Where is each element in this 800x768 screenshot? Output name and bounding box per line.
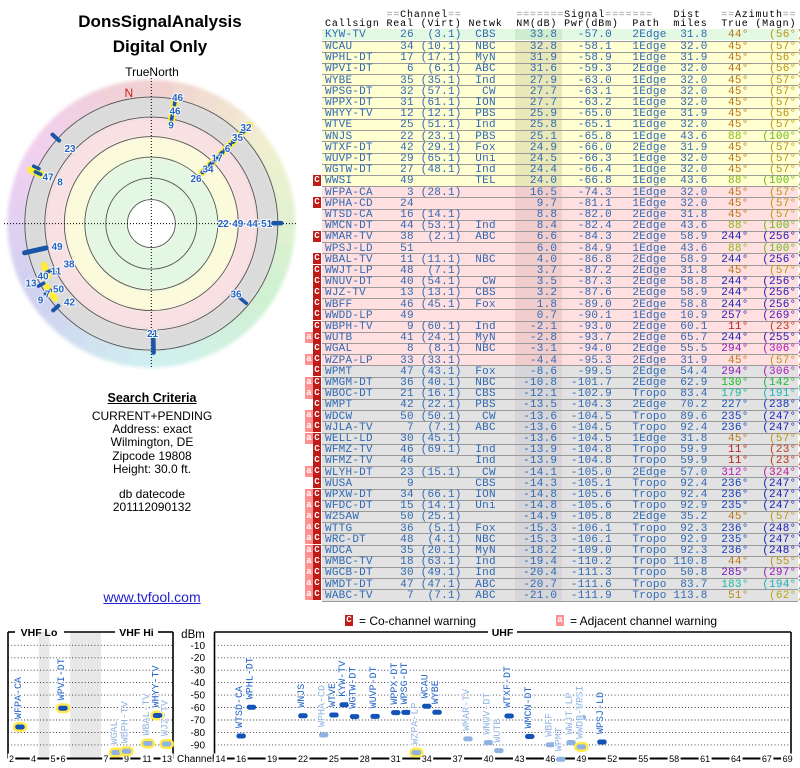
svg-text:7: 7 <box>103 754 108 764</box>
svg-text:69: 69 <box>783 754 793 764</box>
svg-text:WFPA-CA: WFPA-CA <box>14 677 25 719</box>
svg-text:WPPX-DT: WPPX-DT <box>390 663 401 705</box>
svg-text:WPHL-DT: WPHL-DT <box>245 657 256 699</box>
svg-text:49: 49 <box>51 242 63 253</box>
svg-text:WBPH-TV: WBPH-TV <box>121 701 132 743</box>
svg-text:-60: -60 <box>191 703 206 714</box>
svg-text:WTVE: WTVE <box>328 683 339 707</box>
svg-text:16: 16 <box>236 754 246 764</box>
svg-text:WGAL: WGAL <box>110 720 121 744</box>
svg-text:WBFF: WBFF <box>544 713 555 737</box>
svg-text:61: 61 <box>700 754 710 764</box>
svg-text:36: 36 <box>230 290 242 301</box>
svg-text:-70: -70 <box>191 716 206 727</box>
svg-text:WMAR-TV: WMAR-TV <box>462 689 473 731</box>
svg-text:WNUV-DT: WNUV-DT <box>483 693 494 735</box>
svg-text:KYW-TV: KYW-TV <box>338 661 349 697</box>
svg-text:43: 43 <box>514 754 524 764</box>
svg-text:WTXF-DT: WTXF-DT <box>503 666 514 708</box>
svg-text:34: 34 <box>422 754 432 764</box>
svg-text:VHF Hi: VHF Hi <box>119 627 154 639</box>
svg-text:-30: -30 <box>191 666 206 677</box>
svg-text:-10: -10 <box>191 641 206 652</box>
svg-text:46: 46 <box>169 107 181 118</box>
svg-text:13: 13 <box>162 754 172 764</box>
svg-text:-90: -90 <box>191 740 206 751</box>
svg-text:WTSD-CA: WTSD-CA <box>235 686 246 728</box>
svg-text:WWDD-LP: WWDD-LP <box>575 697 586 739</box>
svg-text:VHF Lo: VHF Lo <box>21 627 58 639</box>
svg-text:50: 50 <box>53 285 65 296</box>
svg-text:6: 6 <box>60 754 65 764</box>
svg-text:25: 25 <box>329 754 339 764</box>
svg-text:-20: -20 <box>191 653 206 664</box>
svg-text:WUTB: WUTB <box>493 719 504 743</box>
svg-text:WHYY-TV: WHYY-TV <box>152 665 163 707</box>
svg-text:WWJT-LP: WWJT-LP <box>565 692 576 734</box>
svg-text:WPMT: WPMT <box>555 727 566 751</box>
svg-text:7: 7 <box>45 290 51 301</box>
svg-text:5: 5 <box>50 754 55 764</box>
svg-text:31: 31 <box>391 754 401 764</box>
svg-text:WBAL-TV: WBAL-TV <box>142 693 153 735</box>
svg-text:35: 35 <box>232 133 244 144</box>
svg-text:-50: -50 <box>191 691 206 702</box>
svg-text:WJZ-TV: WJZ-TV <box>161 700 172 736</box>
svg-text:64: 64 <box>731 754 741 764</box>
svg-text:38: 38 <box>63 260 75 271</box>
svg-text:9: 9 <box>124 754 129 764</box>
svg-text:11: 11 <box>142 754 151 764</box>
svg-text:-80: -80 <box>191 728 206 739</box>
svg-text:19: 19 <box>267 754 277 764</box>
svg-text:21: 21 <box>147 329 159 340</box>
svg-text:40: 40 <box>37 272 49 283</box>
svg-text:22·49·44·51: 22·49·44·51 <box>218 219 273 230</box>
svg-text:14: 14 <box>215 754 225 764</box>
svg-text:Channel: Channel <box>177 754 214 765</box>
svg-text:49: 49 <box>576 754 586 764</box>
svg-text:47: 47 <box>42 173 54 184</box>
svg-text:6: 6 <box>225 144 231 155</box>
svg-text:37: 37 <box>453 754 463 764</box>
svg-text:dBm: dBm <box>181 629 205 641</box>
svg-text:42: 42 <box>64 298 76 309</box>
svg-text:22: 22 <box>298 754 308 764</box>
svg-text:46: 46 <box>172 93 184 104</box>
svg-text:52: 52 <box>607 754 617 764</box>
svg-text:23: 23 <box>64 144 76 155</box>
svg-text:17: 17 <box>211 154 223 165</box>
svg-text:UHF: UHF <box>492 627 514 639</box>
svg-text:28: 28 <box>360 754 370 764</box>
svg-text:WGTW-DT: WGTW-DT <box>349 667 360 709</box>
svg-text:11: 11 <box>51 267 62 278</box>
svg-text:40: 40 <box>484 754 494 764</box>
svg-text:WMCN-DT: WMCN-DT <box>524 686 535 728</box>
svg-text:58: 58 <box>669 754 679 764</box>
svg-text:WWSI: WWSI <box>575 685 586 709</box>
svg-text:32: 32 <box>240 123 252 134</box>
svg-text:WUVP-DT: WUVP-DT <box>369 666 380 708</box>
svg-text:8: 8 <box>57 178 63 189</box>
svg-text:46: 46 <box>545 754 555 764</box>
svg-text:WPHA-CD: WPHA-CD <box>318 685 329 727</box>
svg-text:34: 34 <box>202 165 214 176</box>
svg-text:WPSJ-LD: WPSJ-LD <box>596 692 607 734</box>
svg-text:67: 67 <box>762 754 772 764</box>
svg-text:9: 9 <box>38 296 44 307</box>
svg-text:4: 4 <box>31 754 36 764</box>
svg-text:13: 13 <box>25 279 37 290</box>
svg-text:WYBE: WYBE <box>431 680 442 704</box>
svg-text:N: N <box>125 86 134 100</box>
svg-text:-40: -40 <box>191 678 206 689</box>
svg-text:WZPA-LP: WZPA-LP <box>410 703 421 745</box>
svg-text:WNJS: WNJS <box>297 684 308 708</box>
svg-text:9: 9 <box>168 121 174 132</box>
svg-text:WCAU: WCAU <box>421 674 432 698</box>
svg-text:WPVI-DT: WPVI-DT <box>57 658 68 700</box>
svg-text:26: 26 <box>190 174 202 185</box>
svg-text:55: 55 <box>638 754 648 764</box>
svg-text:2: 2 <box>9 754 14 764</box>
svg-text:WPSG-DT: WPSG-DT <box>400 662 411 704</box>
